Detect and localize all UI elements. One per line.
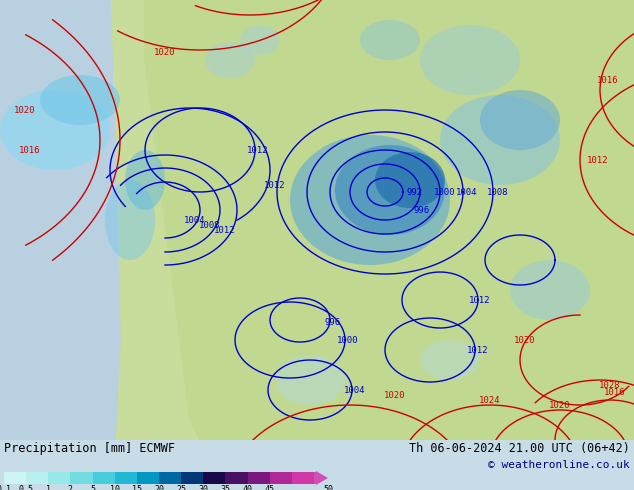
Text: 5: 5 <box>90 485 95 490</box>
Text: 1: 1 <box>46 485 51 490</box>
Ellipse shape <box>240 25 280 55</box>
Text: Th 06-06-2024 21.00 UTC (06+42): Th 06-06-2024 21.00 UTC (06+42) <box>409 442 630 455</box>
Ellipse shape <box>510 260 590 320</box>
Text: 1004: 1004 <box>456 188 478 196</box>
Text: 1012: 1012 <box>214 225 236 235</box>
Text: 1000: 1000 <box>434 188 456 196</box>
Ellipse shape <box>335 145 445 235</box>
Text: 20: 20 <box>154 485 164 490</box>
Text: 1020: 1020 <box>154 48 176 56</box>
Text: 1000: 1000 <box>337 336 359 344</box>
Text: 35: 35 <box>221 485 230 490</box>
Text: 1024: 1024 <box>479 395 501 405</box>
Text: 0.1: 0.1 <box>0 485 11 490</box>
Text: 1020: 1020 <box>14 105 36 115</box>
Bar <box>226 472 247 484</box>
Text: 25: 25 <box>176 485 186 490</box>
Bar <box>292 472 314 484</box>
Bar <box>247 472 269 484</box>
Bar <box>48 472 70 484</box>
Text: 40: 40 <box>243 485 252 490</box>
Ellipse shape <box>480 90 560 150</box>
Text: 1012: 1012 <box>467 345 489 355</box>
Bar <box>181 472 204 484</box>
Text: 1012: 1012 <box>247 146 269 154</box>
Text: 0.5: 0.5 <box>18 485 34 490</box>
Text: 45: 45 <box>265 485 275 490</box>
Ellipse shape <box>290 135 450 265</box>
Ellipse shape <box>420 25 520 95</box>
Text: 1016: 1016 <box>604 388 626 396</box>
Text: 1020: 1020 <box>384 391 406 399</box>
Text: 1012: 1012 <box>264 180 286 190</box>
Bar <box>137 472 159 484</box>
Text: 1008: 1008 <box>199 220 221 229</box>
Bar <box>70 472 93 484</box>
FancyArrow shape <box>314 471 328 485</box>
Ellipse shape <box>420 340 480 380</box>
Ellipse shape <box>360 20 420 60</box>
Ellipse shape <box>275 355 345 405</box>
Text: 1020: 1020 <box>514 336 536 344</box>
Text: 10: 10 <box>110 485 120 490</box>
Text: 1016: 1016 <box>19 146 41 154</box>
Text: 1012: 1012 <box>469 295 491 304</box>
Bar <box>4 472 26 484</box>
Text: 996: 996 <box>414 205 430 215</box>
Text: 1020: 1020 <box>549 400 571 410</box>
Bar <box>26 472 48 484</box>
Bar <box>269 472 292 484</box>
Ellipse shape <box>40 75 120 125</box>
Ellipse shape <box>0 90 110 170</box>
Text: 1016: 1016 <box>597 75 619 84</box>
Bar <box>204 472 226 484</box>
Text: © weatheronline.co.uk: © weatheronline.co.uk <box>488 460 630 470</box>
Polygon shape <box>0 0 120 440</box>
Bar <box>115 472 137 484</box>
Text: 1004: 1004 <box>184 216 206 224</box>
Text: 1028: 1028 <box>599 381 621 390</box>
Text: 2: 2 <box>68 485 73 490</box>
Bar <box>159 472 181 484</box>
Text: 1004: 1004 <box>344 386 366 394</box>
Text: 1012: 1012 <box>587 155 609 165</box>
Polygon shape <box>115 0 634 440</box>
Text: Precipitation [mm] ECMWF: Precipitation [mm] ECMWF <box>4 442 175 455</box>
Ellipse shape <box>105 180 155 260</box>
Polygon shape <box>110 0 634 440</box>
Ellipse shape <box>440 95 560 185</box>
Ellipse shape <box>205 42 255 78</box>
Text: 15: 15 <box>132 485 142 490</box>
Text: 50: 50 <box>323 485 333 490</box>
Ellipse shape <box>375 152 445 208</box>
Bar <box>93 472 115 484</box>
Polygon shape <box>145 0 634 440</box>
Text: 996: 996 <box>325 318 341 326</box>
Ellipse shape <box>125 150 165 210</box>
Text: 30: 30 <box>198 485 209 490</box>
Text: 992: 992 <box>407 188 423 196</box>
Text: 1008: 1008 <box>488 188 508 196</box>
